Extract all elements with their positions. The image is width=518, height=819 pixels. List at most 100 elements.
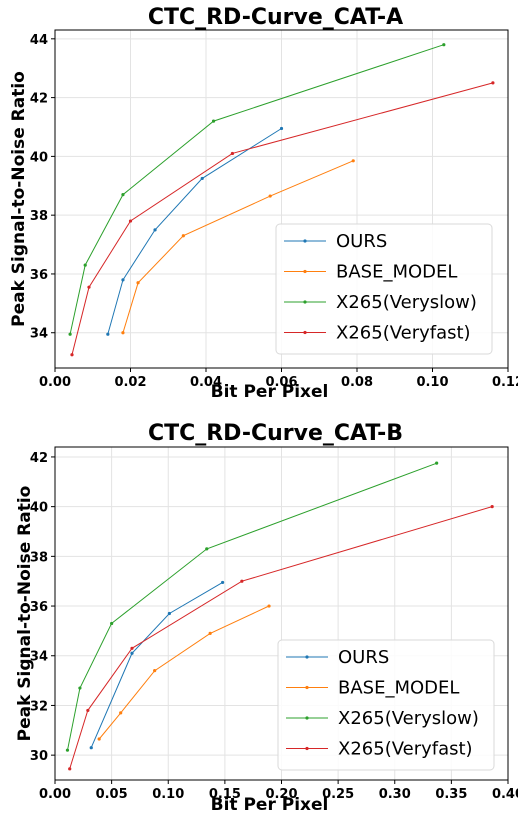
x-tick-label: 0.06 — [265, 375, 297, 390]
x-tick-label: 0.00 — [39, 375, 71, 390]
y-tick-label: 44 — [30, 33, 48, 48]
data-point-base-model — [153, 669, 157, 673]
x-tick-label: 0.08 — [341, 375, 373, 390]
y-tick-label: 36 — [30, 268, 48, 283]
chart-panel-1: CTC_RD-Curve_CAT-A 0.00 0.02 0.04 0.06 0.08 0.… — [9, 5, 518, 402]
legend-swatch-marker — [305, 685, 309, 690]
x-tick-label: 0.12 — [492, 375, 518, 390]
data-point-x265-veryslow — [211, 119, 216, 123]
y-tick-label: 36 — [30, 600, 48, 615]
data-point-x265-veryfast — [68, 767, 72, 771]
data-point-x265-veryslow — [121, 192, 125, 197]
legend-label: X265(Veryslow) — [336, 292, 477, 313]
legend-label: X265(Veryfast) — [336, 323, 471, 344]
chart-title: CTC_RD-Curve_CAT-B — [148, 421, 403, 446]
y-axis-label: Peak Signal-to-Noise Ratio — [9, 71, 29, 327]
y-tick-label: 34 — [30, 327, 48, 342]
data-point-x265-veryslow — [78, 686, 82, 690]
data-point-x265-veryfast — [86, 708, 90, 713]
data-point-x265-veryslow — [442, 43, 446, 47]
x-tick-label: 0.00 — [39, 787, 71, 802]
data-point-x265-veryslow — [68, 332, 72, 336]
data-point-x265-veryfast — [230, 151, 235, 156]
data-point-ours — [279, 126, 284, 131]
legend-box — [275, 223, 493, 355]
data-point-ours — [167, 611, 171, 616]
plot-frame — [54, 29, 509, 369]
legend-label: BASE_MODEL — [338, 678, 459, 699]
data-point-x265-veryfast — [491, 81, 495, 85]
legend-swatch-marker — [305, 746, 309, 751]
y-tick-label: 40 — [30, 150, 48, 165]
legend-label: OURS — [336, 231, 387, 252]
legend-label: X265(Veryslow) — [338, 708, 479, 729]
legend: OURS BASE_MODEL X265(Veryslow) X265(Veryfas… — [275, 223, 493, 355]
series-line-ours — [90, 581, 223, 748]
data-point-x265-veryfast — [70, 353, 74, 357]
data-point-ours — [200, 176, 204, 181]
legend: OURS BASE_MODEL X265(Veryslow) X265(Veryfas… — [277, 639, 495, 771]
data-point-base-model — [97, 737, 101, 741]
data-point-base-model — [136, 281, 140, 285]
y-tick-label: 38 — [30, 550, 48, 565]
legend-swatch-marker — [305, 655, 309, 659]
data-point-ours — [221, 580, 225, 585]
y-tick-label: 40 — [30, 501, 48, 516]
data-point-x265-veryfast — [87, 285, 91, 289]
data-point-base-model — [208, 631, 212, 635]
data-point-x265-veryfast — [128, 219, 133, 223]
x-tick-label: 0.10 — [416, 375, 448, 390]
data-point-x265-veryfast — [490, 505, 494, 509]
data-point-x265-veryslow — [205, 547, 209, 551]
x-tick-label: 0.05 — [96, 787, 128, 802]
legend-swatch-marker — [303, 300, 307, 304]
x-tick-label: 0.40 — [492, 787, 518, 802]
y-tick-label: 32 — [30, 699, 48, 714]
data-point-ours — [89, 746, 93, 750]
data-point-base-model — [119, 711, 123, 715]
x-tick-label: 0.20 — [265, 787, 297, 802]
data-point-x265-veryslow — [65, 748, 70, 752]
data-point-base-model — [267, 604, 271, 608]
x-axis-label: Bit Per Pixel — [211, 382, 329, 402]
data-point-x265-veryfast — [130, 646, 134, 650]
data-point-x265-veryslow — [83, 263, 87, 267]
y-tick-label: 42 — [30, 451, 48, 466]
x-tick-label: 0.04 — [190, 375, 222, 390]
legend-label: X265(Veryfast) — [338, 739, 473, 760]
x-tick-label: 0.35 — [435, 787, 467, 802]
data-point-ours — [153, 228, 157, 232]
y-tick-label: 34 — [30, 650, 48, 665]
legend-swatch-marker — [303, 239, 307, 243]
data-point-ours — [121, 278, 125, 282]
legend-swatch-marker — [303, 330, 307, 335]
x-tick-label: 0.02 — [114, 375, 146, 390]
legend-label: BASE_MODEL — [336, 262, 457, 283]
data-point-x265-veryslow — [435, 461, 439, 465]
data-point-base-model — [268, 194, 272, 198]
chart-title: CTC_RD-Curve_CAT-A — [148, 5, 403, 30]
plot-frame — [54, 446, 509, 781]
data-point-x265-veryfast — [240, 579, 244, 583]
x-tick-label: 0.30 — [379, 787, 411, 802]
data-point-x265-veryslow — [110, 621, 114, 626]
legend-swatch-marker — [303, 269, 307, 274]
data-point-ours — [130, 651, 134, 655]
series-line-ours — [107, 128, 282, 335]
y-tick-label: 42 — [30, 92, 48, 107]
chart-panel-2: CTC_RD-Curve_CAT-B 0.00 0.05 0.10 0.15 0.20 0.… — [15, 421, 518, 815]
y-axis-label: Peak Signal-to-Noise Ratio — [15, 486, 35, 742]
x-tick-label: 0.10 — [152, 787, 184, 802]
series-line-base-model — [98, 605, 270, 740]
legend-swatch-marker — [305, 716, 309, 720]
x-tick-label: 0.15 — [209, 787, 241, 802]
x-axis-label: Bit Per Pixel — [211, 795, 329, 815]
data-point-ours — [106, 332, 110, 336]
legend-box — [277, 639, 495, 771]
legend-label: OURS — [338, 647, 389, 668]
data-point-base-model — [121, 331, 125, 335]
data-point-base-model — [351, 159, 355, 163]
y-tick-label: 38 — [30, 209, 48, 224]
y-tick-label: 30 — [30, 749, 48, 764]
